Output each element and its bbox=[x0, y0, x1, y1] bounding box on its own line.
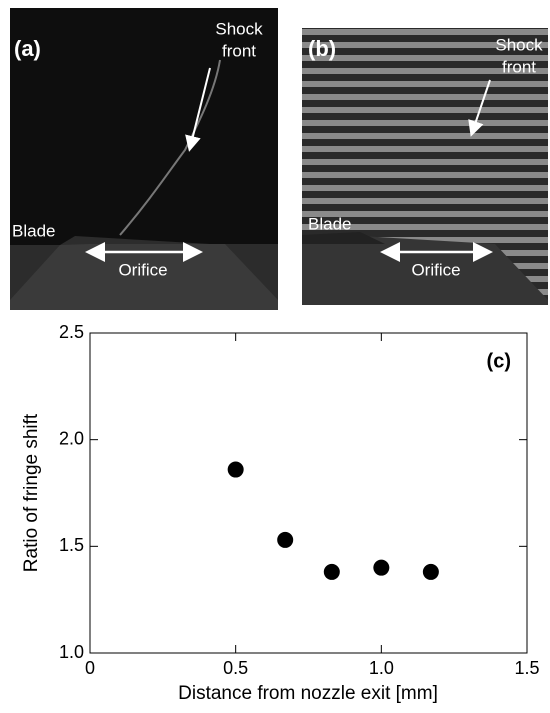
image-b: (b) Shock front Blade Orifice bbox=[302, 28, 548, 305]
panel-label: (b) bbox=[308, 36, 336, 61]
annotation: Blade bbox=[308, 214, 351, 233]
y-tick-label: 2.0 bbox=[59, 428, 84, 448]
y-tick-label: 1.5 bbox=[59, 535, 84, 555]
point bbox=[422, 563, 439, 580]
y-tick-label: 2.5 bbox=[59, 322, 84, 342]
annotation: front bbox=[502, 57, 536, 76]
annotation: front bbox=[222, 41, 256, 60]
x-tick-label: 1.0 bbox=[369, 658, 394, 678]
point bbox=[373, 559, 390, 576]
x-tick-label: 1.5 bbox=[514, 658, 539, 678]
panel-label: (a) bbox=[14, 36, 41, 61]
point bbox=[323, 563, 340, 580]
annotation: Shock bbox=[495, 35, 543, 54]
y-axis-label: Ratio of fringe shift bbox=[21, 413, 42, 572]
annotation: Blade bbox=[12, 221, 55, 240]
chart: (c) Distance from nozzle exit [mm] Ratio… bbox=[21, 322, 540, 704]
x-tick-label: 0.5 bbox=[223, 658, 248, 678]
point bbox=[277, 531, 294, 548]
point bbox=[227, 461, 244, 478]
annotation: Shock bbox=[215, 19, 263, 38]
annotation: Orifice bbox=[411, 260, 460, 279]
image-a: (a) Shock front Blade Orifice bbox=[10, 8, 278, 310]
x-tick-label: 0 bbox=[85, 658, 95, 678]
annotation: Orifice bbox=[118, 260, 167, 279]
panel-label: (c) bbox=[487, 350, 511, 372]
plot-frame bbox=[89, 332, 528, 654]
x-axis-label: Distance from nozzle exit [mm] bbox=[178, 683, 438, 704]
y-tick-label: 1.0 bbox=[59, 642, 84, 662]
